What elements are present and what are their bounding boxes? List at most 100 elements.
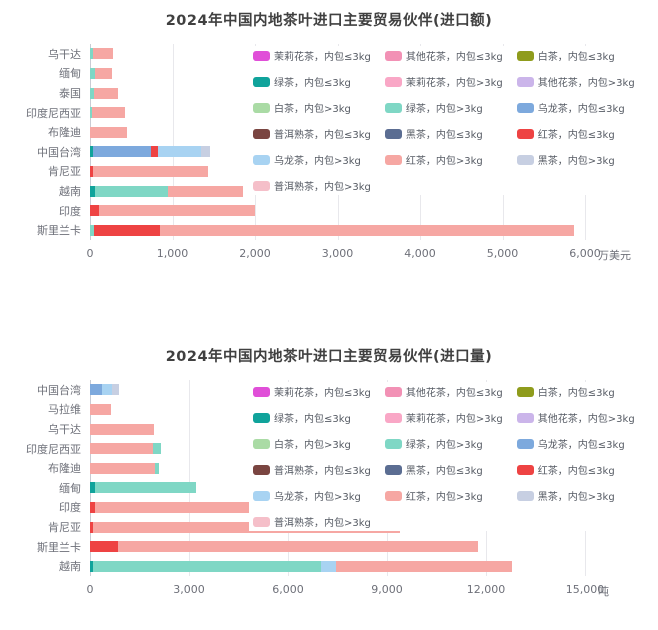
bar-segment[interactable] [99, 205, 255, 217]
bar-segment[interactable] [94, 224, 161, 236]
bar-缅甸 [90, 482, 585, 494]
legend-item[interactable]: 白茶，内包≤3kg [516, 48, 635, 63]
legend-item[interactable]: 绿茶，内包>3kg [384, 436, 503, 451]
legend-item[interactable]: 绿茶，内包≤3kg [253, 410, 371, 425]
x-axis-unit-import-value: 万美元 [598, 249, 631, 262]
bar-segment[interactable] [90, 560, 94, 572]
x-tick-label: 9,000 [371, 583, 403, 596]
legend-item[interactable]: 其他花茶，内包>3kg [516, 410, 635, 425]
legend-item[interactable]: 茉莉花茶，内包≤3kg [253, 384, 371, 399]
bar-segment[interactable] [335, 560, 513, 572]
legend-item[interactable]: 其他花茶，内包≤3kg [384, 48, 503, 63]
bar-segment[interactable] [90, 126, 128, 138]
legend-item[interactable]: 茉莉花茶，内包>3kg [384, 410, 503, 425]
legend-item[interactable]: 白茶，内包>3kg [253, 436, 371, 451]
legend-item[interactable]: 乌龙茶，内包>3kg [253, 488, 371, 503]
legend-item[interactable]: 普洱熟茶，内包≤3kg [253, 126, 371, 141]
bar-segment[interactable] [93, 560, 321, 572]
bar-segment[interactable] [93, 48, 114, 60]
bar-segment[interactable] [93, 521, 401, 533]
bar-segment[interactable] [90, 205, 100, 217]
legend-label: 其他花茶，内包≤3kg [405, 52, 503, 63]
bar-segment[interactable] [90, 403, 112, 415]
bar-segment[interactable] [118, 541, 478, 553]
legend-swatch [516, 438, 534, 449]
bar-segment[interactable] [90, 423, 155, 435]
bar-segment[interactable] [94, 501, 255, 513]
legend-swatch [384, 386, 402, 397]
legend-item[interactable]: 黑茶，内包>3kg [516, 152, 635, 167]
legend-item[interactable]: 乌龙茶，内包>3kg [253, 152, 371, 167]
legend-item[interactable]: 茉莉花茶，内包≤3kg [253, 48, 371, 63]
bar-segment[interactable] [200, 146, 210, 158]
bar-segment[interactable] [151, 146, 158, 158]
legend-item[interactable]: 其他花茶，内包≤3kg [384, 384, 503, 399]
legend-item[interactable]: 红茶，内包≤3kg [516, 462, 635, 477]
legend-item[interactable]: 茉莉花茶，内包>3kg [384, 74, 503, 89]
category-label: 越南 [59, 560, 81, 574]
bar-segment[interactable] [94, 87, 119, 99]
legend-item[interactable]: 黑茶，内包≤3kg [384, 126, 503, 141]
bar-segment[interactable] [90, 224, 95, 236]
bar-segment[interactable] [90, 107, 93, 119]
bar-segment[interactable] [90, 384, 102, 396]
legend-item[interactable]: 其他花茶，内包>3kg [516, 74, 635, 89]
legend-item[interactable]: 黑茶，内包≤3kg [384, 462, 503, 477]
bar-segment[interactable] [320, 560, 336, 572]
bar-缅甸 [90, 67, 585, 79]
legend-item[interactable]: 绿茶，内包>3kg [384, 100, 503, 115]
bar-马拉维 [90, 403, 585, 415]
bar-segment[interactable] [90, 521, 94, 533]
legend-item[interactable]: 绿茶，内包≤3kg [253, 74, 371, 89]
legend-item[interactable]: 普洱熟茶，内包≤3kg [253, 462, 371, 477]
bar-segment[interactable] [152, 443, 161, 455]
bar-segment[interactable] [90, 165, 94, 177]
bar-segment[interactable] [160, 224, 575, 236]
bar-segment[interactable] [90, 185, 95, 197]
bar-segment[interactable] [90, 443, 153, 455]
bar-segment[interactable] [90, 87, 95, 99]
legend-item[interactable]: 普洱熟茶，内包>3kg [253, 178, 371, 193]
bar-segment[interactable] [168, 185, 243, 197]
legend-item[interactable]: 黑茶，内包>3kg [516, 488, 635, 503]
legend-import-volume: 茉莉花茶，内包≤3kg 其他花茶，内包≤3kg 白茶，内包≤3kg 绿茶，内包≤3kg… [249, 382, 639, 531]
bar-segment[interactable] [94, 67, 113, 79]
bar-segment[interactable] [90, 482, 95, 494]
bar-乌干达 [90, 48, 585, 60]
bar-segment[interactable] [112, 384, 120, 396]
bar-segment[interactable] [92, 107, 125, 119]
legend-label: 普洱熟茶，内包≤3kg [274, 466, 371, 477]
bar-segment[interactable] [90, 146, 94, 158]
bar-segment[interactable] [94, 482, 196, 494]
legend-label: 其他花茶，内包≤3kg [405, 388, 503, 399]
bar-segment[interactable] [93, 146, 152, 158]
bar-segment[interactable] [155, 462, 160, 474]
legend-item[interactable]: 普洱熟茶，内包>3kg [253, 514, 371, 529]
legend-item[interactable]: 乌龙茶，内包≤3kg [516, 100, 635, 115]
legend-label: 白茶，内包>3kg [274, 440, 351, 451]
category-label: 泰国 [59, 86, 81, 100]
bar-segment[interactable] [101, 384, 113, 396]
bar-segment[interactable] [90, 462, 156, 474]
bar-segment[interactable] [90, 67, 95, 79]
legend-item[interactable]: 乌龙茶，内包≤3kg [516, 436, 635, 451]
bar-segment[interactable] [94, 185, 169, 197]
legend-item[interactable]: 白茶，内包≤3kg [516, 384, 635, 399]
bar-segment[interactable] [157, 146, 201, 158]
legend-item[interactable]: 红茶，内包>3kg [384, 488, 503, 503]
legend-item[interactable]: 白茶，内包>3kg [253, 100, 371, 115]
bar-segment[interactable] [90, 501, 95, 513]
bar-segment[interactable] [90, 541, 119, 553]
legend-item[interactable]: 红茶，内包≤3kg [516, 126, 635, 141]
legend-label: 茉莉花茶，内包>3kg [405, 414, 503, 425]
legend-label: 乌龙茶，内包≤3kg [537, 440, 625, 451]
x-tick-label: 5,000 [486, 247, 519, 260]
plot-import-value: 万美元 0 1,000 2,000 3,000 4,000 5,000 6,000 乌干达 缅甸… [26, 44, 631, 262]
legend-label: 红茶，内包>3kg [405, 156, 483, 167]
bar-segment[interactable] [90, 48, 94, 60]
legend-label: 黑茶，内包≤3kg [405, 130, 483, 141]
bar-泰国 [90, 87, 585, 99]
bar-segment[interactable] [93, 165, 208, 177]
legend-item[interactable]: 红茶，内包>3kg [384, 152, 503, 167]
legend-label: 绿茶，内包>3kg [405, 440, 483, 451]
